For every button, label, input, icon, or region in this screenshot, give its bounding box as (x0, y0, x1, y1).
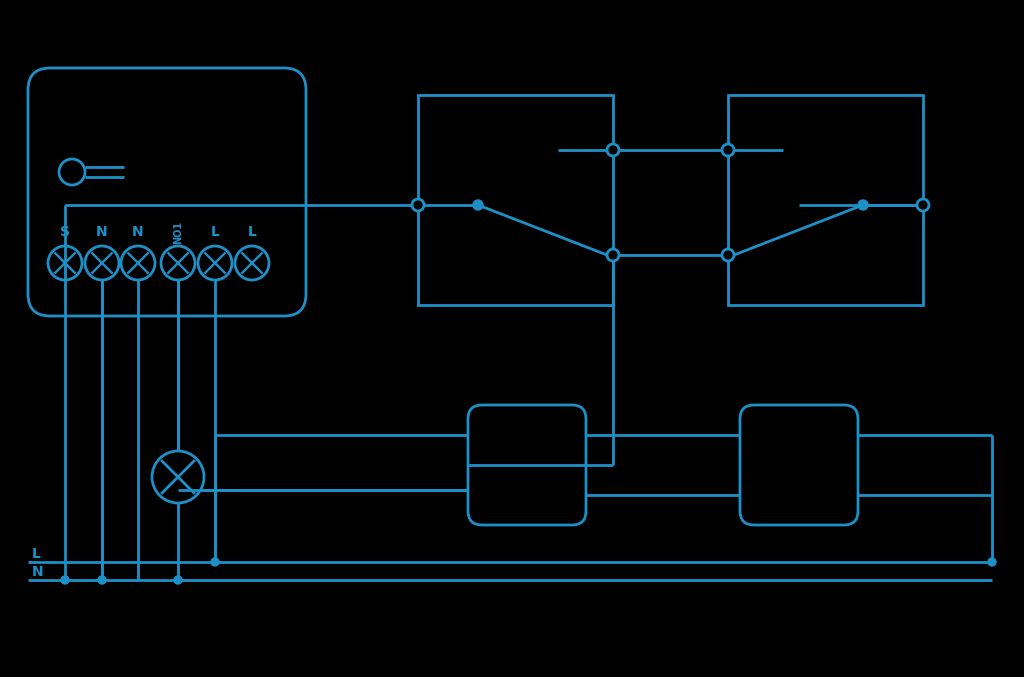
Circle shape (607, 144, 618, 156)
Circle shape (607, 249, 618, 261)
Circle shape (473, 200, 483, 210)
FancyBboxPatch shape (740, 405, 858, 525)
Circle shape (988, 558, 996, 566)
Text: N: N (132, 225, 143, 239)
Text: NO1: NO1 (173, 221, 183, 244)
Circle shape (85, 246, 119, 280)
Circle shape (98, 576, 106, 584)
FancyBboxPatch shape (28, 68, 306, 316)
Circle shape (858, 200, 868, 210)
Circle shape (59, 159, 85, 185)
Text: S: S (60, 225, 70, 239)
Ellipse shape (152, 451, 204, 503)
Text: L: L (211, 225, 219, 239)
Text: L: L (32, 547, 41, 561)
Circle shape (211, 558, 219, 566)
FancyBboxPatch shape (468, 405, 586, 525)
FancyBboxPatch shape (418, 95, 613, 305)
Text: N: N (96, 225, 108, 239)
Circle shape (722, 249, 734, 261)
Circle shape (48, 246, 82, 280)
Circle shape (722, 144, 734, 156)
Text: N: N (32, 565, 44, 579)
Circle shape (174, 576, 182, 584)
Circle shape (412, 199, 424, 211)
Circle shape (61, 576, 69, 584)
Circle shape (234, 246, 269, 280)
Circle shape (161, 246, 195, 280)
FancyBboxPatch shape (728, 95, 923, 305)
Circle shape (121, 246, 155, 280)
Circle shape (198, 246, 232, 280)
Text: L: L (248, 225, 256, 239)
Circle shape (918, 199, 929, 211)
